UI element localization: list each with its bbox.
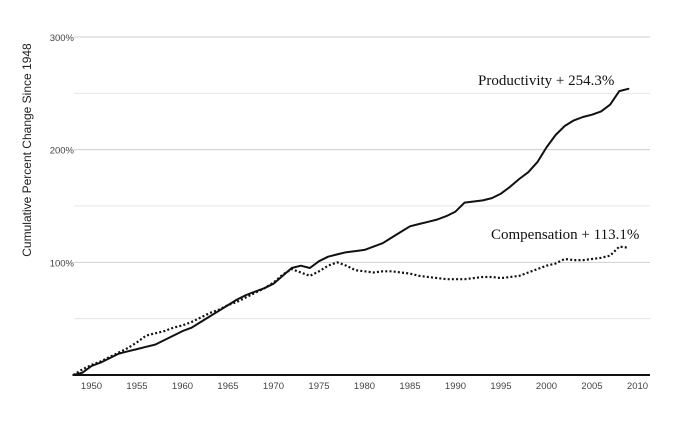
productivity-label: Productivity + 254.3% [478,73,614,89]
y-tick-label: 300% [50,33,75,44]
x-tick-label: 1965 [217,381,238,392]
x-tick-label: 2005 [581,381,602,392]
gridlines [74,36,650,320]
y-tick-label: 100% [50,258,75,269]
y-tick-label: 200% [50,146,75,157]
x-tick-label: 1950 [81,381,102,392]
y-axis-label: Cumulative Percent Change Since 1948 [20,43,34,257]
x-tick-label: 1970 [263,381,284,392]
series-lines [72,87,630,376]
x-tick-label: 2000 [536,381,557,392]
x-tick-label: 2010 [627,381,648,392]
compensation-line [72,245,629,376]
x-tick-label: 1960 [172,381,193,392]
x-tick-label: 1975 [308,381,329,392]
x-tick-label: 1990 [445,381,466,392]
y-axis-ticks: 100% 200% 300% [50,33,75,269]
productivity-line [72,87,630,376]
x-tick-label: 1995 [490,381,511,392]
compensation-label: Compensation + 113.1% [491,227,639,243]
x-tick-label: 1980 [354,381,375,392]
x-tick-label: 1955 [126,381,147,392]
x-axis-ticks: 1950 1955 1960 1965 1970 1975 1980 1985 1990 1995… [81,381,648,392]
x-tick-label: 1985 [399,381,420,392]
